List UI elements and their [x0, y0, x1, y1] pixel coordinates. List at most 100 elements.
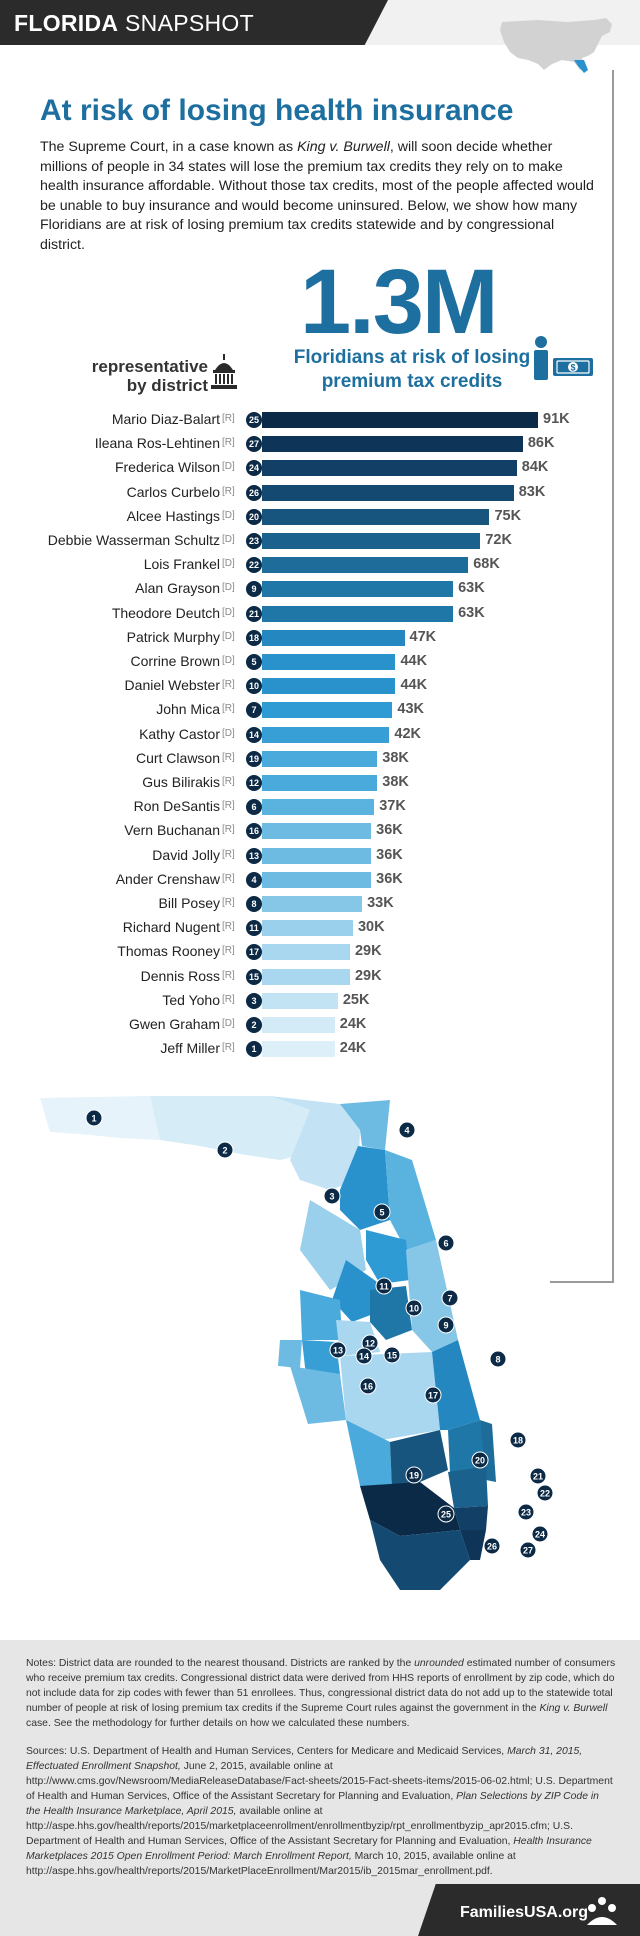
district-marker [424, 1386, 442, 1404]
party-label: [R] [222, 703, 235, 715]
district-badge: 13 [246, 847, 262, 864]
district-area-20 [390, 1430, 448, 1490]
brand-tab [418, 1884, 640, 1936]
district-marker-label: 13 [333, 1346, 343, 1356]
families-usa-link[interactable]: FamiliesUSA.org [460, 1904, 589, 1921]
district-marker-label: 25 [441, 1510, 451, 1520]
district-badge: 5 [246, 654, 262, 670]
party-label: [R] [222, 848, 235, 860]
district-marker [437, 1234, 455, 1252]
district-marker-label: 20 [475, 1456, 485, 1466]
district-marker [216, 1141, 234, 1159]
district-marker [437, 1316, 455, 1334]
bar-value-label: 29K [354, 943, 382, 960]
district-marker-label: 6 [443, 1239, 448, 1249]
notes-text: Notes: District data are rounded to the … [26, 1656, 616, 1731]
district-area-3 [270, 1096, 360, 1190]
bar-row: Richard Nugent [R] 11 30K [0, 918, 640, 938]
district-area-4 [340, 1100, 390, 1150]
district-marker-label: 5 [379, 1208, 384, 1218]
bar-category-label: Dennis Ross [140, 967, 220, 984]
bar-category-label: Ileana Ros-Lehtinen [94, 435, 220, 452]
bar-category-label: Frederica Wilson [114, 459, 220, 476]
district-badge: 2 [246, 1017, 262, 1033]
sources-title-3: Health Insurance Marketplaces 2015 Open … [26, 1836, 592, 1862]
bar-category-label: Alcee Hastings [126, 507, 220, 524]
district-marker-label: 1 [91, 1114, 96, 1124]
party-label: [R] [222, 800, 235, 812]
party-label: [D] [222, 509, 235, 521]
district-marker [329, 1341, 347, 1359]
bar-value-label: 38K [382, 749, 409, 766]
bar-row: Dennis Ross [R] 15 29K [0, 967, 640, 987]
district-badge: 19 [246, 750, 262, 767]
district-area-7 [366, 1230, 410, 1284]
bar-row: Mario Diaz-Balart [R] 25 91K [0, 410, 640, 430]
sources-part-2: June 2, 2015, available online at http:/… [26, 1761, 613, 1802]
bar [262, 557, 469, 574]
district-badge: 22 [246, 557, 262, 574]
bar [262, 871, 372, 888]
notes-part-1: Notes: District data are rounded to the … [26, 1658, 415, 1669]
bar-category-label: Lois Frankel [143, 556, 220, 573]
district-area-27 [460, 1530, 486, 1560]
bar [262, 508, 490, 525]
district-badge: 26 [246, 484, 262, 501]
bar-value-label: 63K [458, 580, 485, 597]
district-badge: 18 [246, 629, 262, 646]
district-marker [375, 1277, 393, 1295]
bar-value-label: 68K [473, 556, 500, 573]
bar-value-label: 36K [376, 822, 403, 839]
case-name: King v. Burwell [297, 139, 390, 155]
bar [262, 702, 393, 719]
party-label: [D] [222, 1018, 235, 1029]
district-marker-label: 19 [409, 1471, 419, 1481]
district-marker-label: 9 [443, 1321, 448, 1331]
district-marker [383, 1346, 401, 1364]
brand-bold: FLORIDA [14, 10, 119, 36]
person-icon: $ [534, 336, 593, 380]
svg-text:$: $ [570, 363, 575, 373]
district-marker [509, 1431, 527, 1449]
district-marker-label: 2 [222, 1146, 227, 1156]
bar-category-label: Carlos Curbelo [126, 483, 220, 500]
bar-category-label: Richard Nugent [122, 919, 220, 936]
district-marker [323, 1187, 341, 1205]
bar-row: Carlos Curbelo [R] 26 83K [0, 483, 640, 503]
bar-value-label: 86K [527, 435, 555, 452]
statewide-caption-line-1: Floridians at risk of losing [293, 347, 531, 368]
district-marker [405, 1466, 423, 1484]
bar-value-label: 42K [394, 725, 421, 742]
bar [262, 823, 372, 840]
district-badge: 21 [246, 605, 262, 622]
bar-category-label: John Mica [156, 701, 220, 718]
intro-part-1: The Supreme Court, in a case known as [40, 139, 298, 155]
sources-title-1: March 31, 2015, Effectuated Enrollment S… [26, 1746, 583, 1772]
district-marker-label: 24 [535, 1530, 545, 1540]
district-marker-label: 27 [523, 1546, 533, 1556]
connector-line-foot [550, 1281, 614, 1283]
bar [262, 775, 378, 791]
footer: Notes: District data are rounded to the … [0, 1640, 640, 1936]
district-marker-label: 8 [495, 1355, 500, 1365]
district-marker [536, 1484, 554, 1502]
header-bar: FLORIDA SNAPSHOT [0, 0, 640, 73]
district-badge: 11 [246, 920, 262, 937]
bar [262, 412, 538, 428]
district-badge: 23 [246, 533, 262, 549]
bar-row: Debbie Wasserman Schultz [D] 23 72K [0, 531, 640, 551]
bar-row: Curt Clawson [R] 19 38K [0, 749, 640, 769]
bar-category-label: Mario Diaz-Balart [111, 411, 220, 427]
bar-category-label: Ted Yoho [162, 991, 220, 1008]
district-marker-label: 23 [521, 1508, 531, 1518]
bar-row: Gwen Graham [D] 2 24K [0, 1015, 640, 1035]
district-marker-label: 17 [428, 1391, 438, 1401]
bar-category-label: Corrine Brown [130, 653, 220, 669]
bar-row: Lois Frankel [D] 22 68K [0, 555, 640, 575]
bar [262, 654, 396, 670]
bar-value-label: 29K [354, 967, 382, 984]
bar [262, 847, 372, 864]
bar-category-label: Patrick Murphy [126, 628, 220, 645]
bar-category-label: Ron DeSantis [133, 798, 220, 815]
district-area-25 [360, 1482, 460, 1536]
